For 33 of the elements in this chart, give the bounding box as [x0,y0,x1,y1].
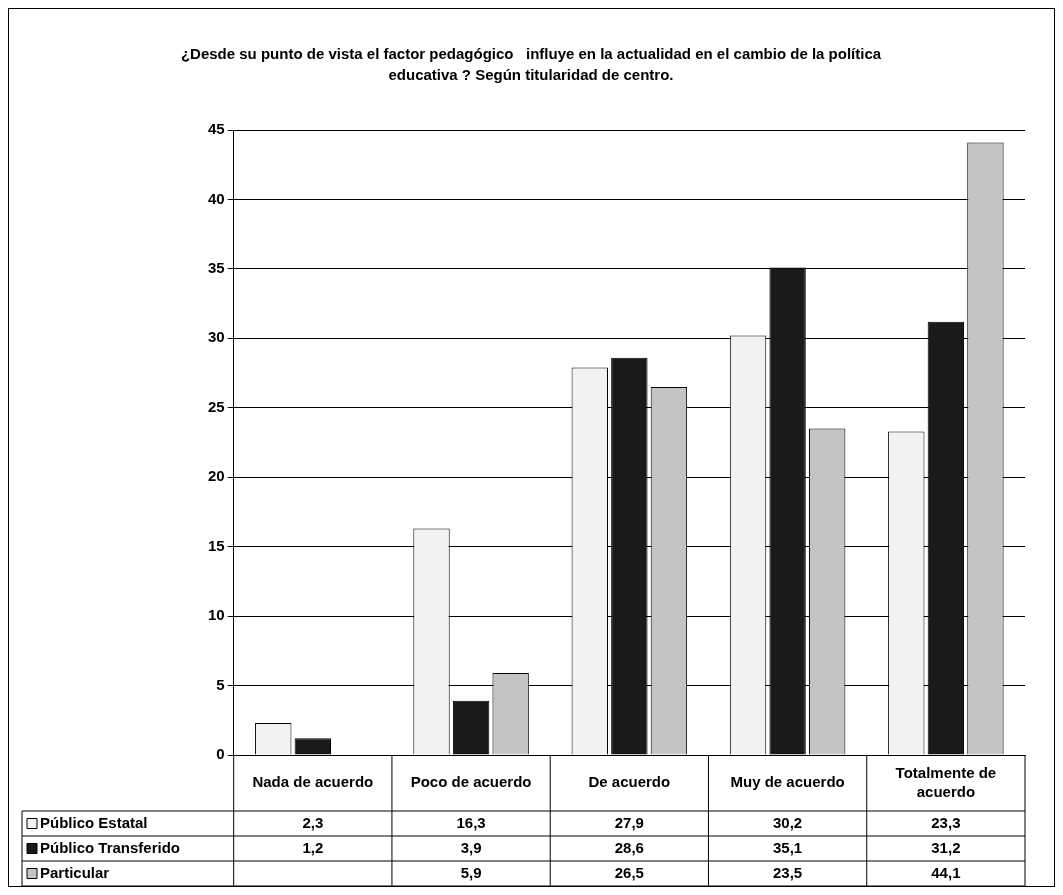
chart-title: ¿Desde su punto de vista el factor pedagógico influye en la actualidad en el cambio de la política educativa ? Según titularidad de centro. [180,45,882,84]
y-tick-label: 25 [208,397,225,415]
x-tick-label: De acuerdo [588,773,671,791]
legend-label: Público Transferido [40,838,181,856]
y-tick-label: 35 [208,259,225,277]
data-label: 2,3 [302,813,324,831]
y-tick-label: 40 [208,189,225,207]
y-tick-label: 20 [208,467,225,485]
data-label: 30,2 [773,813,803,831]
y-tick-label: 0 [216,745,225,763]
data-label: 35,1 [773,838,803,856]
x-tick-label: Poco de acuerdo [410,773,532,791]
x-tick-label: Muy de acuerdo [730,773,845,791]
y-tick-label: 45 [208,120,225,138]
legend-label: Particular [40,863,110,881]
x-tick-label: Nada de acuerdo [252,773,374,791]
y-tick-label: 15 [208,536,225,554]
data-label: 3,9 [460,838,482,856]
y-tick-label: 30 [208,328,225,346]
data-label: 23,3 [931,813,961,831]
data-label: 5,9 [460,863,482,881]
x-tick-label: Totalmente de acuerdo [895,763,997,800]
data-label: 27,9 [614,813,644,831]
data-label: 28,6 [614,838,644,856]
data-label: 44,1 [931,863,961,881]
data-label: 26,5 [614,863,644,881]
data-label: 31,2 [931,838,961,856]
data-label: 16,3 [456,813,486,831]
y-tick-label: 10 [208,606,225,624]
y-tick-label: 5 [216,675,225,693]
data-label: 1,2 [302,838,324,856]
data-label: 23,5 [773,863,803,881]
legend-label: Público Estatal [40,813,148,831]
